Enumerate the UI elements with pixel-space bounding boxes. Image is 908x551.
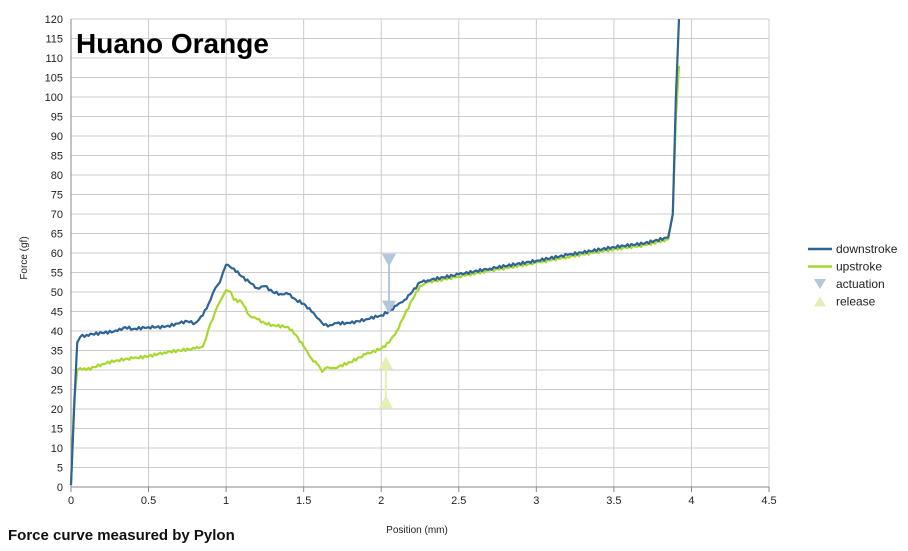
y-tick-label: 10 (51, 443, 63, 455)
grid (71, 18, 770, 487)
x-tick-label: 0 (68, 495, 74, 507)
x-tick-label: 1 (223, 495, 229, 507)
y-tick-label: 100 (45, 92, 63, 104)
chart-title: Huano Orange (76, 28, 269, 59)
x-tick-label: 4 (688, 495, 694, 507)
actuation-marker-point (381, 253, 396, 267)
y-tick-label: 20 (51, 404, 63, 416)
y-tick-label: 60 (51, 248, 63, 260)
y-tick-label: 80 (51, 170, 63, 182)
legend-item-upstroke: upstroke (808, 260, 882, 274)
legend-item-release: release (814, 295, 876, 309)
series-layer (69, 18, 681, 486)
legend-item-downstroke: downstroke (808, 242, 898, 256)
x-tick-label: 0.5 (141, 495, 156, 507)
y-tick-label: 55 (51, 268, 63, 280)
x-tick-label: 3 (533, 495, 539, 507)
x-tick-label: 1.5 (296, 495, 311, 507)
x-tick-label: 4.5 (761, 495, 776, 507)
y-tick-label: 45 (51, 307, 63, 319)
legend-swatch (814, 296, 826, 307)
y-tick-label: 75 (51, 190, 63, 202)
y-tick-label: 85 (51, 151, 63, 163)
series-line-downstroke (69, 18, 681, 486)
x-tick-label: 2 (378, 495, 384, 507)
y-tick-label: 120 (45, 14, 63, 26)
release-marker-point (378, 395, 393, 409)
release-marker-point (378, 356, 393, 370)
caption: Force curve measured by Pylon (8, 527, 235, 544)
x-tick-label: 2.5 (451, 495, 466, 507)
marker-layer (378, 253, 396, 409)
y-tick-label: 40 (51, 326, 63, 338)
y-tick-label: 5 (57, 463, 63, 475)
y-tick-label: 50 (51, 287, 63, 299)
y-tick-label: 0 (57, 482, 63, 494)
y-tick-label: 30 (51, 365, 63, 377)
y-tick-label: 35 (51, 346, 63, 358)
legend-label: downstroke (836, 242, 898, 256)
series-line-upstroke (69, 65, 681, 486)
y-tick-label: 105 (45, 73, 63, 85)
x-axis-title: Position (mm) (386, 525, 448, 536)
axes: 0510152025303540455055606570758085909510… (45, 14, 777, 507)
actuation-marker-point (381, 300, 396, 314)
legend-label: upstroke (836, 260, 882, 274)
y-tick-label: 115 (45, 34, 63, 46)
y-tick-label: 65 (51, 229, 63, 241)
y-tick-label: 15 (51, 424, 63, 436)
y-tick-label: 95 (51, 112, 63, 124)
y-tick-label: 110 (45, 53, 63, 65)
legend: downstroke upstroke actuation release (808, 242, 898, 309)
y-tick-label: 25 (51, 385, 63, 397)
x-tick-label: 3.5 (606, 495, 621, 507)
y-tick-label: 90 (51, 131, 63, 143)
y-tick-label: 70 (51, 209, 63, 221)
y-axis-title: Force (gf) (19, 236, 30, 279)
legend-swatch (814, 279, 826, 289)
legend-label: release (836, 295, 876, 309)
legend-label: actuation (836, 277, 885, 291)
legend-item-actuation: actuation (814, 277, 885, 291)
